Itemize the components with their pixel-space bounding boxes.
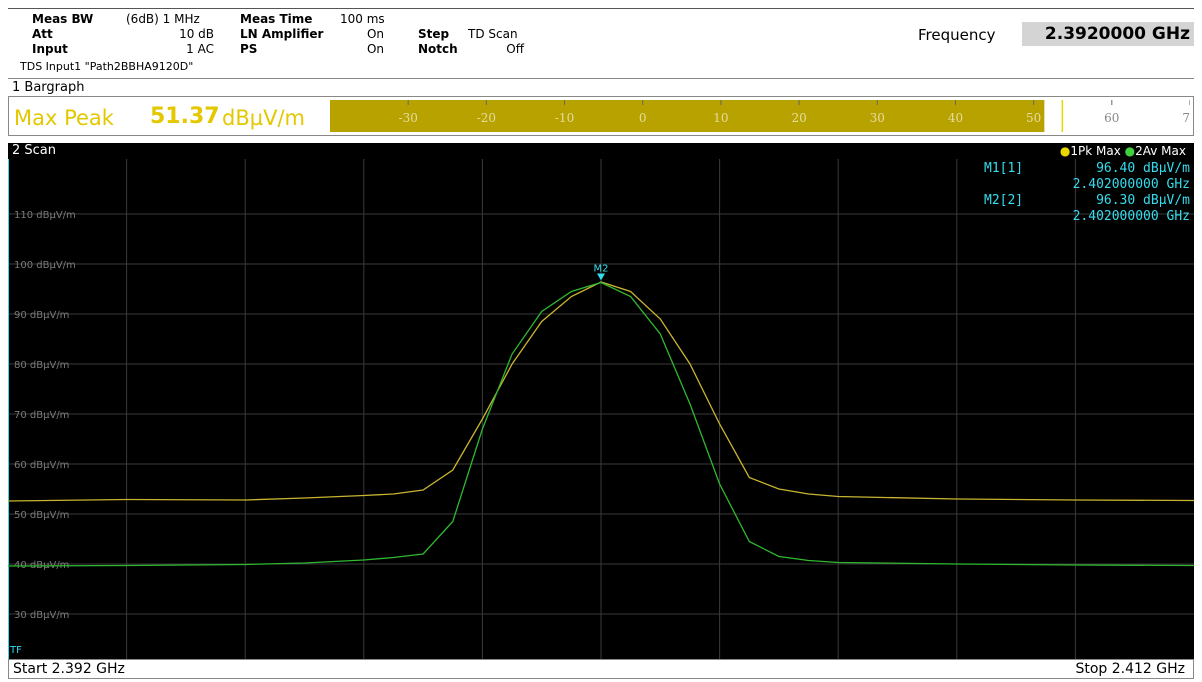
y-tick-label: 50 dBµV/m xyxy=(14,510,69,521)
bargraph-fill xyxy=(330,100,1045,132)
bargraph-tick-label: -10 xyxy=(555,111,574,125)
y-tick-label: 90 dBµV/m xyxy=(14,310,69,321)
scan-chart[interactable]: 110 dBµV/m 100 dBµV/m 90 dBµV/m 80 dBµV/m 70… xyxy=(8,159,1194,659)
marker-2-level: 96.30 dBµV/m xyxy=(1096,193,1190,208)
meas-time-label: Meas Time xyxy=(240,12,313,26)
bargraph-tick-label: 60 xyxy=(1104,111,1119,125)
meas-bw-label: Meas BW xyxy=(32,12,94,26)
meas-bw-value: (6dB) 1 MHz xyxy=(126,12,200,26)
legend-dot-1pk: ● xyxy=(1059,144,1071,158)
att-value: 10 dB xyxy=(179,27,214,41)
legend-2av-label: 2Av Max xyxy=(1135,144,1186,158)
trace-1pk-max xyxy=(8,281,1194,502)
bargraph-tick-label: 0 xyxy=(639,111,647,125)
att-label: Att xyxy=(32,27,53,41)
notch-value: Off xyxy=(506,42,524,56)
y-tick-label: 100 dBµV/m xyxy=(14,260,76,271)
marker-m2-triangle[interactable] xyxy=(597,273,605,281)
trace-legend: ●1Pk Max ●2Av Max xyxy=(1060,143,1186,159)
stop-frequency: Stop 2.412 GHz xyxy=(1075,661,1185,677)
meas-time-value: 100 ms xyxy=(340,12,385,26)
y-tick-label: 30 dBµV/m xyxy=(14,610,69,621)
marker-table: M1[1] 96.40 dBµV/m 2.402000000 GHz M2[2] 9… xyxy=(984,161,1190,225)
start-frequency: Start 2.392 GHz xyxy=(13,661,125,677)
marker-1-freq: 2.402000000 GHz xyxy=(1072,177,1190,192)
y-tick-label: 70 dBµV/m xyxy=(14,410,69,421)
frequency-label: Frequency xyxy=(918,26,996,44)
bargraph-title: 1 Bargraph xyxy=(12,80,85,95)
legend-dot-2av: ● xyxy=(1124,144,1136,158)
input-value: 1 AC xyxy=(186,42,214,56)
y-tick-label: 60 dBµV/m xyxy=(14,460,69,471)
step-label: Step xyxy=(418,27,450,41)
bargraph-tick-label: 40 xyxy=(948,111,963,125)
ln-amp-value: On xyxy=(366,27,384,41)
tds-input-line: TDS Input1 "Path2BBHA9120D" xyxy=(20,60,194,73)
bargraph-tick-label: 50 xyxy=(1026,111,1041,125)
bargraph-divider xyxy=(8,78,1194,79)
ps-label: PS xyxy=(240,42,258,56)
scan-title-bar: 2 Scan ●1Pk Max ●2Av Max xyxy=(8,143,1194,159)
bargraph-detector-label: Max Peak xyxy=(14,106,114,130)
scan-title: 2 Scan xyxy=(12,143,57,158)
bargraph-tick-label: -30 xyxy=(399,111,418,125)
notch-label: Notch xyxy=(418,42,458,56)
marker-2-name: M2[2] xyxy=(984,193,1024,208)
y-tick-label: 80 dBµV/m xyxy=(14,360,69,371)
input-label: Input xyxy=(32,42,68,56)
bargraph-tick-label: -20 xyxy=(477,111,496,125)
bargraph-tick-label: 20 xyxy=(791,111,806,125)
trace-2av-max xyxy=(8,281,1194,567)
marker-1-level: 96.40 dBµV/m xyxy=(1096,161,1190,176)
bargraph-tick-label: 70 xyxy=(1182,111,1190,125)
ln-amp-label: LN Amplifier xyxy=(240,27,324,41)
bargraph-value: 51.37 xyxy=(150,104,220,129)
ps-value: On xyxy=(366,42,384,56)
marker-1-name: M1[1] xyxy=(984,161,1024,176)
top-tab-strip xyxy=(8,0,1194,9)
frequency-value[interactable]: 2.3920000 GHz xyxy=(1022,22,1194,46)
bargraph-tick-label: 10 xyxy=(713,111,728,125)
bargraph-unit: dBµV/m xyxy=(222,106,305,130)
bargraph-tick-label: 30 xyxy=(870,111,885,125)
tf-label: TF xyxy=(10,645,22,656)
legend-1pk-label: 1Pk Max xyxy=(1070,144,1121,158)
marker-2-freq: 2.402000000 GHz xyxy=(1072,209,1190,224)
scan-plot-area[interactable]: 110 dBµV/m 100 dBµV/m 90 dBµV/m 80 dBµV/m 70… xyxy=(8,159,1194,659)
scan-footer: Start 2.392 GHz Stop 2.412 GHz xyxy=(8,659,1194,679)
marker-m2-label: M2 xyxy=(594,264,609,275)
bargraph-scale: -30 -20 -10 0 10 20 30 40 50 60 70 xyxy=(330,100,1190,132)
y-tick-label: 110 dBµV/m xyxy=(14,210,76,221)
step-value: TD Scan xyxy=(468,27,518,41)
